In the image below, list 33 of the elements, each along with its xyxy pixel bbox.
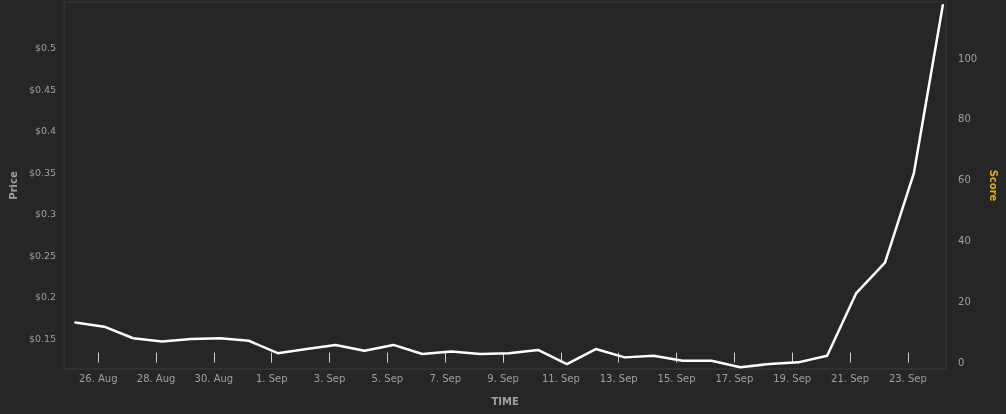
y2-tick-label: 80 bbox=[958, 113, 971, 125]
x-tick-label: 11. Sep bbox=[541, 372, 580, 384]
y-tick-label: $0.2 bbox=[34, 291, 57, 303]
y-tick-label: $0.25 bbox=[28, 249, 57, 261]
x-tick-label: 23. Sep bbox=[888, 372, 927, 384]
y2-tick-label: 60 bbox=[958, 174, 971, 186]
y2-axis-title: Score bbox=[987, 169, 999, 202]
y-tick-label: $0.4 bbox=[34, 125, 57, 137]
x-tick-label: 9. Sep bbox=[487, 372, 519, 384]
y-tick-label: $0.5 bbox=[34, 42, 57, 54]
y2-tick-label: 20 bbox=[958, 296, 971, 308]
x-tick-label: 26. Aug bbox=[78, 372, 118, 384]
line-series bbox=[74, 4, 945, 369]
y-tick-label: $0.15 bbox=[28, 332, 57, 344]
y-tick-label: $0.3 bbox=[34, 208, 57, 220]
x-tick-label: 7. Sep bbox=[429, 372, 462, 384]
y-tick-label: $0.35 bbox=[28, 166, 57, 178]
x-tick-label: 5. Sep bbox=[371, 372, 404, 384]
y2-tick-label: 40 bbox=[958, 235, 971, 247]
y-axis-title: Price bbox=[7, 171, 19, 200]
x-tick-label: 13. Sep bbox=[599, 372, 638, 384]
x-axis-title: TIME bbox=[491, 395, 519, 407]
x-tick-label: 3. Sep bbox=[313, 372, 346, 384]
y2-tick-label: 100 bbox=[958, 52, 978, 64]
x-tick-label: 1. Sep bbox=[255, 372, 288, 384]
x-tick-label: 19. Sep bbox=[773, 372, 812, 384]
x-tick-label: 28. Aug bbox=[136, 372, 176, 384]
x-tick-label: 21. Sep bbox=[831, 372, 869, 384]
x-tick-label: 17. Sep bbox=[715, 372, 754, 384]
y2-tick-label: 0 bbox=[958, 357, 965, 369]
x-tick-label: 15. Sep bbox=[657, 372, 696, 384]
x-tick-label: 30. Aug bbox=[194, 372, 234, 384]
y-tick-label: $0.45 bbox=[28, 83, 57, 95]
